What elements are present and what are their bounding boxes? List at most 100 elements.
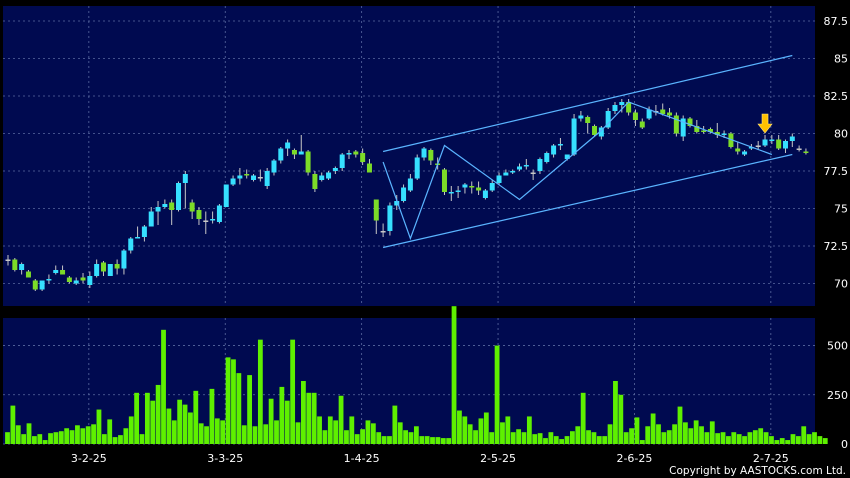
x-tick-label: 2-7-25 <box>753 452 789 465</box>
candle-body <box>12 259 18 270</box>
candle-body <box>278 148 284 161</box>
candle-body <box>748 147 754 149</box>
candle <box>80 273 86 284</box>
candle-body <box>612 105 618 111</box>
volume-bar <box>96 409 102 444</box>
candle-body <box>598 127 604 137</box>
volume-bar <box>220 420 226 444</box>
candle <box>346 150 352 159</box>
candle <box>141 225 147 242</box>
price-tick-label: 77.5 <box>824 165 849 178</box>
volume-bar <box>790 434 796 444</box>
volume-bar <box>699 426 704 444</box>
candle <box>73 277 79 285</box>
candle-body <box>387 205 393 231</box>
candle <box>332 166 338 174</box>
volume-bar <box>580 392 586 444</box>
x-tick-label: 2-6-25 <box>616 452 652 465</box>
volume-bar <box>564 436 570 444</box>
candle <box>571 114 577 156</box>
candle <box>441 168 447 195</box>
candle-body <box>223 184 229 207</box>
candle <box>782 139 788 153</box>
copyright-text: Copyright by AASTOCKS.com Ltd. <box>669 465 846 477</box>
down-arrow-marker-icon <box>757 113 773 134</box>
candle <box>646 106 652 120</box>
candle-body <box>203 220 209 222</box>
volume-bar <box>795 436 801 444</box>
volume-bar <box>688 428 694 444</box>
volume-bar <box>543 438 548 444</box>
volume-bar <box>537 433 543 444</box>
candle-body <box>121 250 127 269</box>
volume-bar <box>483 412 489 444</box>
volume-bar <box>403 430 409 444</box>
volume-bar <box>381 436 387 444</box>
candle-body <box>264 171 270 186</box>
candle <box>517 163 522 171</box>
candle-body <box>742 151 748 155</box>
candle-body <box>489 183 495 191</box>
candle <box>87 271 93 288</box>
candle-body <box>394 201 400 206</box>
volume-bar <box>500 422 505 444</box>
volume-bar <box>15 425 21 444</box>
volume-bar <box>75 425 80 444</box>
volume-bar <box>80 428 86 444</box>
volume-bar <box>279 386 285 444</box>
candle-body <box>639 121 645 128</box>
volume-bar <box>327 416 333 444</box>
volume-bar <box>462 416 468 444</box>
volume-bar <box>758 428 764 444</box>
candle <box>680 115 686 141</box>
candle <box>100 261 106 276</box>
candle <box>380 223 386 237</box>
candle <box>789 133 795 147</box>
candle <box>387 202 393 236</box>
channel-line-upper <box>382 54 793 153</box>
volume-bar <box>128 416 134 444</box>
candle <box>210 211 216 224</box>
candle-body <box>687 118 693 126</box>
volume-bar <box>360 429 365 444</box>
candle <box>128 237 134 254</box>
candle <box>94 259 100 278</box>
volume-bar <box>812 432 817 444</box>
volume-bar <box>822 438 828 444</box>
candle-body <box>141 226 147 237</box>
volume-bar <box>5 432 10 444</box>
candle-body <box>721 133 727 135</box>
volume-bar <box>575 426 581 444</box>
candle <box>742 150 748 156</box>
volume-bar <box>602 436 608 444</box>
volume-bar <box>457 410 462 444</box>
candle-body <box>380 231 386 233</box>
volume-bar <box>349 416 355 444</box>
candle <box>39 280 45 291</box>
candle-body <box>782 141 788 149</box>
candle <box>237 168 243 185</box>
candle <box>319 172 325 182</box>
x-tick-label: 2-5-25 <box>480 452 516 465</box>
volume-bar <box>419 436 425 444</box>
candle-body <box>5 259 11 261</box>
candle <box>251 174 257 182</box>
candle <box>605 108 611 129</box>
candle-body <box>312 174 318 189</box>
candle-body <box>448 192 454 194</box>
volume-bar <box>392 405 398 444</box>
volume-bar <box>682 422 688 444</box>
candle <box>12 258 18 272</box>
volume-bar <box>639 440 645 444</box>
volume-bar <box>209 388 215 444</box>
candle <box>632 109 638 126</box>
candle <box>401 184 407 203</box>
zigzag-line <box>382 101 773 241</box>
volume-bar <box>188 412 193 444</box>
volume-y-axis: 0 250 500 <box>827 340 848 451</box>
candle <box>796 145 802 152</box>
candle-body <box>619 102 625 105</box>
candle <box>482 189 488 200</box>
candle-body <box>32 280 38 290</box>
